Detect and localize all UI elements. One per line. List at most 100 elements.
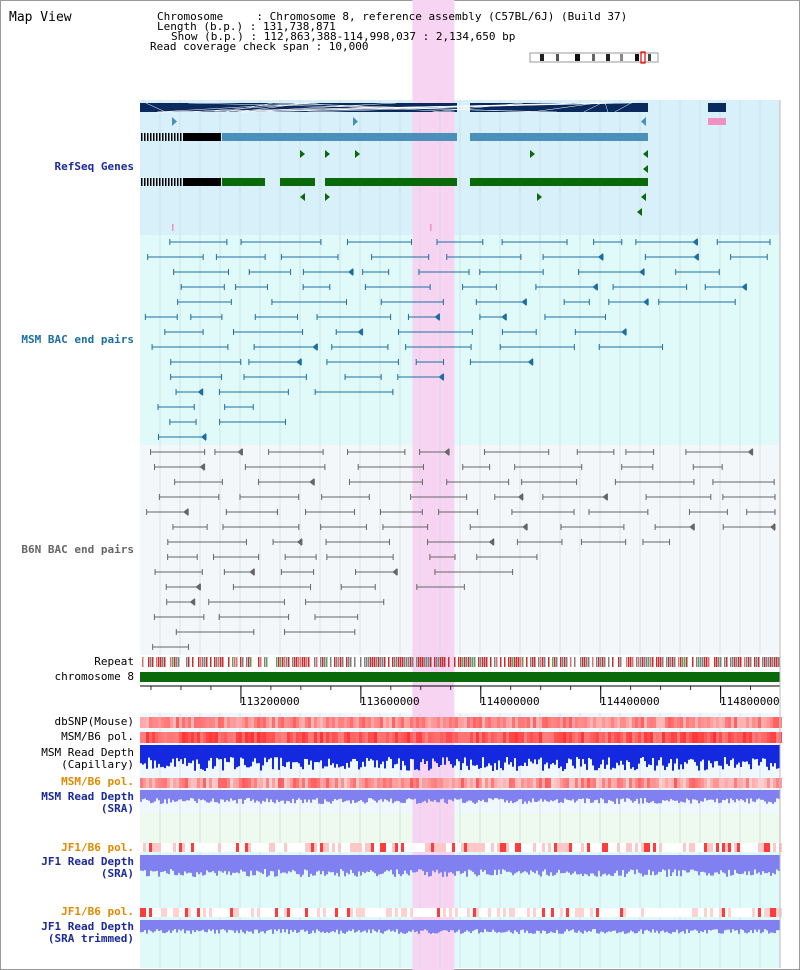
depth-bar bbox=[648, 855, 650, 870]
track-label-msm-depth-capillary[interactable]: MSM Read Depth bbox=[41, 746, 134, 759]
depth-bar bbox=[644, 745, 646, 762]
depth-bar bbox=[368, 745, 370, 761]
depth-bar bbox=[168, 920, 170, 931]
repeat-mark bbox=[548, 657, 550, 667]
track-label-repeat[interactable]: Repeat bbox=[94, 655, 134, 668]
depth-bar bbox=[240, 745, 242, 758]
polymorphism-cell bbox=[221, 843, 224, 852]
repeat-mark bbox=[534, 657, 536, 667]
repeat-mark bbox=[598, 657, 600, 667]
depth-bar bbox=[370, 790, 372, 799]
depth-bar bbox=[466, 920, 468, 931]
polymorphism-cell bbox=[185, 717, 188, 728]
depth-bar bbox=[598, 745, 600, 768]
depth-bar bbox=[256, 855, 258, 871]
depth-bar bbox=[372, 745, 374, 761]
repeat-mark bbox=[750, 657, 752, 667]
depth-bar bbox=[500, 745, 502, 769]
polymorphism-cell bbox=[437, 717, 440, 728]
polymorphism-cell bbox=[149, 778, 152, 788]
depth-bar bbox=[666, 920, 668, 932]
depth-bar bbox=[264, 790, 266, 802]
polymorphism-cell bbox=[590, 732, 593, 743]
depth-bar bbox=[292, 745, 294, 763]
polymorphism-cell bbox=[539, 778, 542, 788]
polymorphism-cell bbox=[611, 778, 614, 788]
depth-bar bbox=[734, 745, 736, 768]
repeat-mark bbox=[584, 657, 586, 667]
depth-bar bbox=[658, 855, 660, 872]
depth-bar bbox=[632, 790, 634, 803]
depth-bar bbox=[478, 855, 480, 876]
repeat-mark bbox=[392, 657, 394, 667]
polymorphism-cell bbox=[773, 843, 776, 852]
depth-bar bbox=[758, 790, 760, 799]
depth-bar bbox=[324, 920, 326, 933]
polymorphism-cell bbox=[401, 717, 404, 728]
depth-bar bbox=[696, 745, 698, 766]
depth-bar bbox=[236, 745, 238, 768]
polymorphism-cell bbox=[665, 843, 668, 852]
depth-bar bbox=[428, 790, 430, 800]
depth-bar bbox=[220, 855, 222, 872]
polymorphism-cell bbox=[602, 843, 605, 852]
polymorphism-cell bbox=[359, 778, 362, 788]
depth-bar bbox=[594, 920, 596, 930]
polymorphism-cell bbox=[665, 717, 668, 728]
polymorphism-cell bbox=[560, 908, 563, 917]
track-label-msm-depth-sra[interactable]: MSM Read Depth bbox=[41, 790, 134, 803]
polymorphism-cell bbox=[311, 778, 314, 788]
polymorphism-cell bbox=[686, 732, 689, 743]
track-label-dbsnp[interactable]: dbSNP(Mouse) bbox=[54, 715, 134, 728]
polymorphism-cell bbox=[488, 778, 491, 788]
polymorphism-cell bbox=[383, 732, 386, 743]
depth-bar bbox=[718, 790, 720, 804]
polymorphism-cell bbox=[680, 908, 683, 917]
repeat-mark bbox=[340, 657, 342, 667]
depth-bar bbox=[590, 920, 592, 932]
repeat-mark bbox=[388, 657, 390, 667]
polymorphism-cell bbox=[746, 908, 749, 917]
track-label-refseq-genes[interactable]: RefSeq Genes bbox=[54, 160, 134, 173]
track-label-jf1-b6-pol-2[interactable]: JF1/B6 pol. bbox=[61, 905, 134, 918]
polymorphism-cell bbox=[611, 717, 614, 728]
depth-bar bbox=[588, 920, 590, 931]
track-label-msm-b6-pol[interactable]: MSM/B6 pol. bbox=[61, 730, 134, 743]
depth-bar bbox=[656, 745, 658, 766]
depth-bar bbox=[590, 790, 592, 803]
depth-bar bbox=[748, 855, 750, 872]
polymorphism-cell bbox=[266, 778, 269, 788]
exon-gap bbox=[165, 102, 606, 113]
track-label-jf1-depth-sra[interactable]: JF1 Read Depth bbox=[41, 855, 134, 868]
polymorphism-cell bbox=[776, 843, 779, 852]
depth-bar bbox=[742, 790, 744, 801]
track-label-jf1-depth-trimmed[interactable]: JF1 Read Depth bbox=[41, 920, 134, 933]
depth-bar bbox=[516, 855, 518, 873]
depth-bar bbox=[320, 855, 322, 875]
polymorphism-cell bbox=[443, 908, 446, 917]
track-label-msm-sra: (SRA) bbox=[100, 802, 134, 815]
track-label-msm-b6-pol-2[interactable]: MSM/B6 pol. bbox=[61, 775, 134, 788]
depth-bar bbox=[568, 745, 570, 759]
track-label-msm-bac[interactable]: MSM BAC end pairs bbox=[21, 333, 134, 346]
polymorphism-cell bbox=[374, 908, 377, 917]
depth-bar bbox=[328, 920, 330, 934]
polymorphism-cell bbox=[311, 908, 314, 917]
depth-bar bbox=[250, 745, 252, 767]
depth-bar bbox=[406, 790, 408, 800]
polymorphism-cell bbox=[173, 732, 176, 743]
depth-bar bbox=[152, 745, 154, 769]
track-label-jf1-b6-pol[interactable]: JF1/B6 pol. bbox=[61, 841, 134, 854]
polymorphism-cell bbox=[359, 717, 362, 728]
polymorphism-cell bbox=[320, 843, 323, 852]
depth-bar bbox=[476, 920, 478, 930]
polymorphism-cell bbox=[737, 732, 740, 743]
depth-bar bbox=[418, 745, 420, 771]
polymorphism-cell bbox=[452, 843, 455, 852]
polymorphism-cell bbox=[626, 732, 629, 743]
track-label-b6n-bac[interactable]: B6N BAC end pairs bbox=[21, 543, 134, 556]
polymorphism-cell bbox=[662, 908, 665, 917]
depth-bar bbox=[596, 920, 598, 934]
depth-bar bbox=[602, 745, 604, 760]
